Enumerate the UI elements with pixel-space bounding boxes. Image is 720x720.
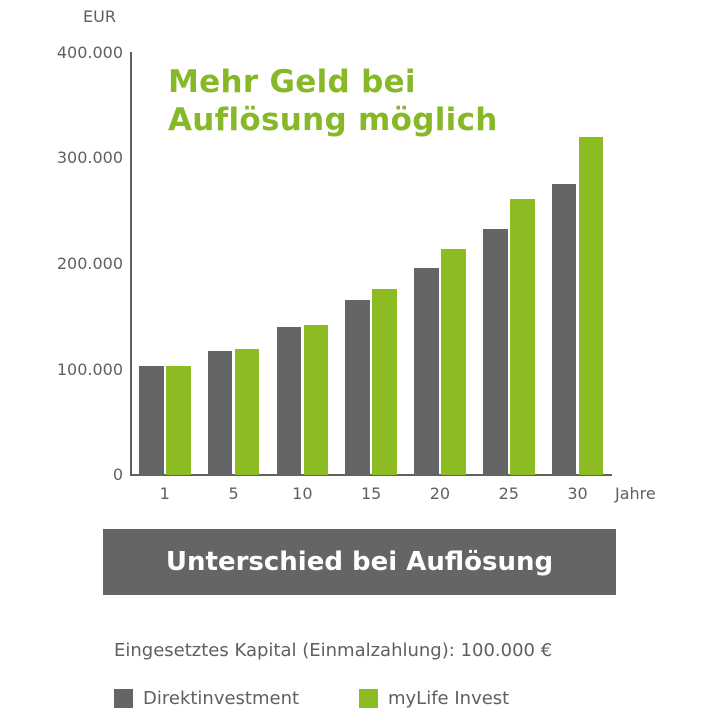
y-tick-300000: 300.000: [56, 148, 123, 167]
bar-direktinvestment-25: [483, 229, 508, 475]
bar-direktinvestment-5: [207, 350, 233, 475]
bar-direktinvestment-10: [276, 327, 302, 475]
legend-item-mylife-invest: myLife Invest: [359, 688, 509, 709]
bar-mylife-invest-30: [578, 137, 604, 475]
x-tick-10: 10: [292, 484, 313, 503]
banner-label: Unterschied bei Auflösung: [165, 547, 554, 577]
y-tick-200000: 200.000: [56, 254, 123, 273]
chart-title-line1: Mehr Geld bei: [168, 64, 416, 100]
x-tick-20: 20: [429, 484, 451, 503]
legend-label: Direktinvestment: [143, 688, 300, 709]
bar-mylife-invest-25: [510, 198, 535, 475]
legend-item-direktinvestment: Direktinvestment: [114, 688, 299, 709]
x-axis-unit: Jahre: [615, 484, 656, 503]
capital-note: Eingesetztes Kapital (Einmalzahlung): 10…: [114, 640, 553, 661]
y-axis-line: [130, 52, 132, 476]
chart-title-line2: Auflösung möglich: [168, 101, 498, 138]
legend-label: myLife Invest: [388, 688, 510, 709]
bar-direktinvestment-30: [551, 183, 577, 475]
x-axis-line: [130, 474, 612, 476]
y-tick-100000: 100.000: [56, 360, 123, 379]
x-tick-1: 1: [159, 484, 170, 503]
x-tick-30: 30: [567, 484, 588, 503]
bar-direktinvestment-1: [139, 366, 164, 475]
bar-mylife-invest-10: [303, 325, 329, 475]
chart-title: Mehr Geld bei Auflösung möglich: [168, 64, 498, 140]
x-tick-25: 25: [498, 484, 519, 503]
y-axis-unit: EUR: [83, 7, 116, 26]
bar-mylife-invest-5: [234, 349, 260, 475]
bar-direktinvestment-15: [345, 299, 370, 475]
bar-mylife-invest-20: [441, 249, 466, 475]
x-tick-5: 5: [228, 484, 239, 503]
legend-swatch-green: [359, 689, 378, 708]
bar-mylife-invest-15: [372, 289, 397, 475]
bar-direktinvestment-20: [414, 268, 439, 475]
y-tick-0: 0: [112, 465, 123, 484]
legend-swatch-gray: [114, 689, 133, 708]
bar-mylife-invest-1: [166, 366, 191, 475]
y-tick-400000: 400.000: [56, 43, 123, 62]
difference-banner: Unterschied bei Auflösung: [103, 529, 616, 595]
x-tick-15: 15: [360, 484, 382, 503]
